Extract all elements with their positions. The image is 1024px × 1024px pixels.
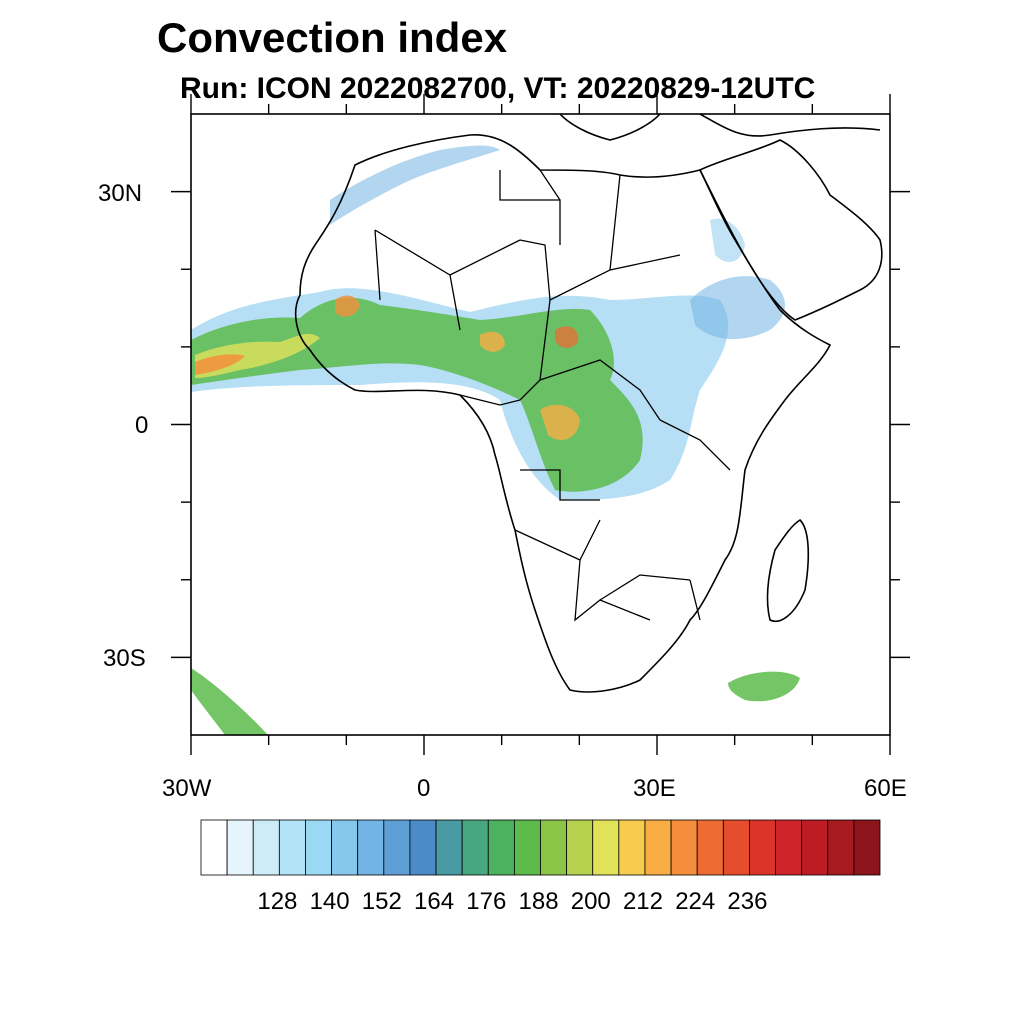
lat-label-0: 0 <box>135 412 149 439</box>
colorbar-swatch <box>226 819 254 876</box>
colorbar-swatch <box>487 819 515 876</box>
convection-area <box>710 218 745 263</box>
colorbar-swatch <box>278 819 306 876</box>
colorbar-label: 236 <box>727 888 768 915</box>
country-border <box>374 169 731 622</box>
colorbar-swatch <box>331 819 359 876</box>
colorbar-swatch <box>566 819 594 876</box>
colorbar-swatch <box>357 819 385 876</box>
colorbar-label: 164 <box>414 888 455 915</box>
colorbar-swatch <box>618 819 646 876</box>
colorbar-swatch <box>853 819 881 876</box>
colorbar-swatch <box>252 819 280 876</box>
convection-area <box>728 671 800 702</box>
africa-coastline <box>294 134 832 693</box>
colorbar-swatch <box>696 819 724 876</box>
convection-field <box>191 145 800 735</box>
colorbar-label: 128 <box>257 888 298 915</box>
colorbar <box>200 819 881 876</box>
convection-area <box>335 295 360 317</box>
colorbar-label: 176 <box>466 888 507 915</box>
lat-label-30s: 30S <box>103 645 146 672</box>
coastlines <box>294 114 883 693</box>
colorbar-swatch <box>644 819 672 876</box>
europe-coastline <box>559 114 661 141</box>
lon-label-0: 0 <box>417 775 431 802</box>
convection-area <box>540 404 580 440</box>
lon-label-30e: 30E <box>633 775 676 802</box>
colorbar-swatch <box>670 819 698 876</box>
colorbar-swatch <box>722 819 750 876</box>
colorbar-swatch <box>435 819 463 876</box>
colorbar-label: 140 <box>309 888 350 915</box>
arabia-coastline <box>698 139 883 321</box>
axis-ticks <box>171 94 910 755</box>
convection-area <box>480 331 505 352</box>
convection-area <box>191 297 643 492</box>
lon-label-60e: 60E <box>864 775 907 802</box>
colorbar-swatch <box>409 819 437 876</box>
colorbar-swatch <box>592 819 620 876</box>
colorbar-label: 224 <box>675 888 716 915</box>
madagascar-coastline <box>766 518 810 622</box>
colorbar-swatch <box>200 819 228 876</box>
colorbar-swatch <box>749 819 776 876</box>
colorbar-swatch <box>540 819 568 876</box>
colorbar-label: 188 <box>518 888 559 915</box>
colorbar-swatch <box>513 819 541 876</box>
colorbar-swatch <box>775 819 803 876</box>
chart-subtitle: Run: ICON 2022082700, VT: 20220829-12UTC <box>180 72 816 105</box>
convection-area <box>330 145 500 225</box>
colorbar-label: 200 <box>570 888 611 915</box>
colorbar-label: 152 <box>361 888 402 915</box>
colorbar-label: 212 <box>622 888 663 915</box>
chart-title: Convection index <box>157 14 508 61</box>
colorbar-swatch <box>383 819 411 876</box>
colorbar-swatch <box>827 819 855 876</box>
colorbar-swatch <box>801 819 829 876</box>
lat-label-30n: 30N <box>98 180 143 207</box>
convection-area <box>690 276 785 340</box>
convection-area <box>191 668 268 735</box>
europe-coastline <box>699 114 881 137</box>
lon-label-30w: 30W <box>162 775 212 802</box>
colorbar-swatch <box>305 819 332 876</box>
convection-area <box>195 354 245 375</box>
convection-area <box>555 326 579 348</box>
colorbar-swatch <box>461 819 489 876</box>
